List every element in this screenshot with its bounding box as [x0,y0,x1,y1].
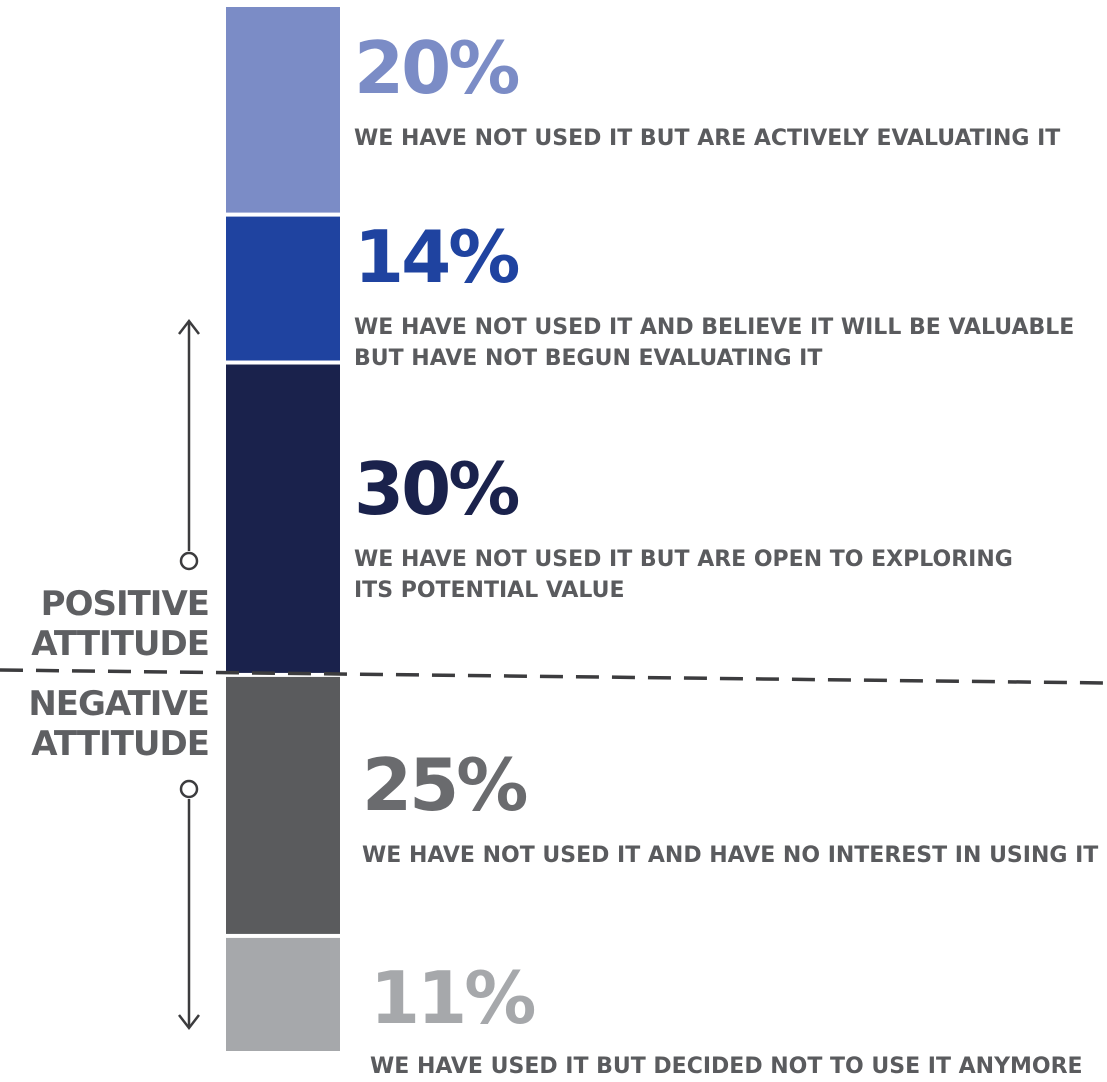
attitude-divider-line [0,668,1107,685]
bar-segment-25 [226,676,340,934]
segment-percent-label: 30% [354,446,520,531]
negative-attitude-label: NEGATIVE ATTITUDE [28,684,210,764]
stacked-bar-chart [0,7,1107,1051]
segment-percent-label: 14% [354,214,520,299]
bar-segment-20 [226,7,340,213]
segment-description-label: WE HAVE NOT USED IT AND BELIEVE IT WILL … [354,314,1075,371]
segment-description-label: WE HAVE NOT USED IT BUT ARE ACTIVELY EVA… [354,125,1061,151]
bar-segment-14 [226,216,340,361]
positive-attitude-label: POSITIVE ATTITUDE [31,584,210,664]
bar-segments [226,7,340,1051]
segment-percent-label: 25% [362,743,528,828]
bar-segment-11 [226,937,340,1051]
segment-percent-label: 20% [354,25,520,110]
segment-description-label: WE HAVE USED IT BUT DECIDED NOT TO USE I… [370,1054,1083,1080]
negative-arrow-icon [178,779,200,1031]
segment-description-label: WE HAVE NOT USED IT AND HAVE NO INTEREST… [362,843,1099,869]
segment-percent-label: 11% [370,956,536,1041]
segment-description-label: WE HAVE NOT USED IT BUT ARE OPEN TO EXPL… [354,546,1013,603]
bar-segment-30 [226,364,340,673]
positive-arrow-icon [178,318,200,571]
